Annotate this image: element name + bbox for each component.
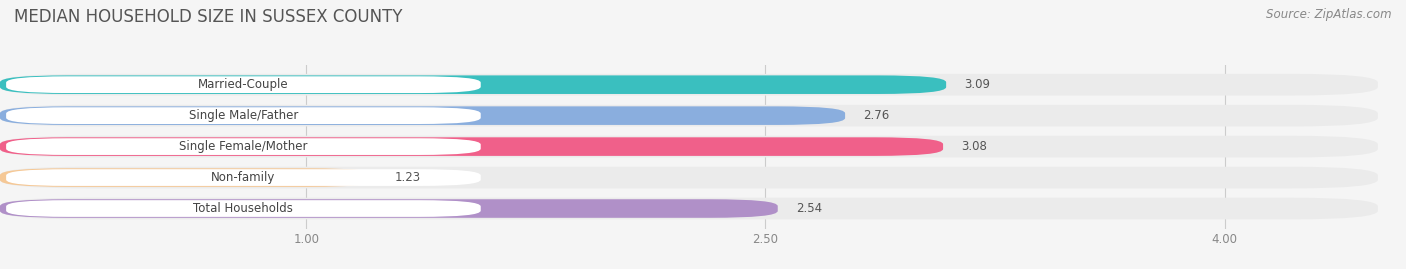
Text: 2.76: 2.76 bbox=[863, 109, 890, 122]
FancyBboxPatch shape bbox=[0, 198, 1378, 219]
FancyBboxPatch shape bbox=[0, 74, 1378, 95]
FancyBboxPatch shape bbox=[0, 167, 1378, 188]
FancyBboxPatch shape bbox=[6, 138, 481, 155]
Text: Non-family: Non-family bbox=[211, 171, 276, 184]
FancyBboxPatch shape bbox=[0, 136, 1378, 157]
Text: 3.09: 3.09 bbox=[965, 78, 990, 91]
FancyBboxPatch shape bbox=[6, 76, 481, 93]
Text: Single Female/Mother: Single Female/Mother bbox=[179, 140, 308, 153]
FancyBboxPatch shape bbox=[6, 200, 481, 217]
FancyBboxPatch shape bbox=[6, 169, 481, 186]
FancyBboxPatch shape bbox=[0, 199, 778, 218]
Text: 1.23: 1.23 bbox=[395, 171, 422, 184]
FancyBboxPatch shape bbox=[0, 106, 845, 125]
FancyBboxPatch shape bbox=[0, 168, 377, 187]
Text: Married-Couple: Married-Couple bbox=[198, 78, 288, 91]
FancyBboxPatch shape bbox=[0, 105, 1378, 126]
Text: 3.08: 3.08 bbox=[962, 140, 987, 153]
Text: 2.54: 2.54 bbox=[796, 202, 823, 215]
Text: Single Male/Father: Single Male/Father bbox=[188, 109, 298, 122]
FancyBboxPatch shape bbox=[6, 107, 481, 124]
Text: MEDIAN HOUSEHOLD SIZE IN SUSSEX COUNTY: MEDIAN HOUSEHOLD SIZE IN SUSSEX COUNTY bbox=[14, 8, 402, 26]
Text: Total Households: Total Households bbox=[194, 202, 294, 215]
FancyBboxPatch shape bbox=[0, 137, 943, 156]
FancyBboxPatch shape bbox=[0, 75, 946, 94]
Text: Source: ZipAtlas.com: Source: ZipAtlas.com bbox=[1267, 8, 1392, 21]
